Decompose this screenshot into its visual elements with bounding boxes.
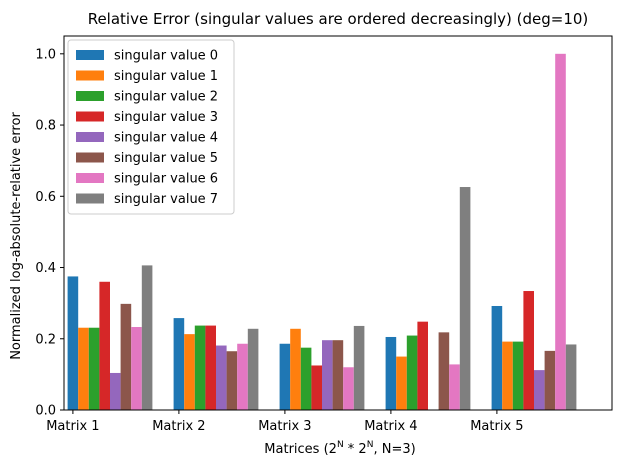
legend-swatch	[76, 91, 104, 101]
bar-1-series-0	[67, 276, 79, 410]
bar-5-series-1	[502, 341, 513, 410]
y-axis-label: Normalized log-absolute-relative error	[9, 112, 24, 360]
legend-label: singular value 3	[114, 110, 218, 125]
bar-5-series-4	[534, 370, 545, 410]
axes-layer: Matrix 1 Matrix 2 Matrix 3 Matrix 4 Matrix 5…	[35, 35, 613, 434]
plot-frame	[63, 35, 613, 411]
bar-3-series-2	[300, 347, 312, 410]
bar-1-series-7	[141, 265, 153, 410]
bar-4-series-7	[459, 187, 471, 410]
legend-label: singular value 2	[114, 90, 218, 105]
legend-label: singular value 6	[114, 172, 218, 187]
bar-1-series-1	[78, 327, 89, 410]
bar-4-series-6	[449, 364, 460, 410]
y-tick-label: 0.6	[35, 190, 56, 205]
legend-label: singular value 7	[114, 192, 218, 207]
bar-3-series-5	[332, 340, 344, 410]
legend-label: singular value 1	[114, 69, 218, 84]
bar-3-series-4	[322, 340, 333, 410]
x-tick-label: Matrix 5	[470, 419, 523, 434]
bar-4-series-5	[438, 332, 450, 410]
bar-1-series-5	[120, 303, 132, 410]
y-tick-label: 0.0	[35, 404, 56, 419]
chart-title: Relative Error (singular values are orde…	[88, 10, 589, 28]
bar-2-series-2	[194, 325, 206, 410]
bar-2-series-4	[216, 345, 227, 410]
bar-1-series-6	[131, 327, 142, 410]
bar-4-series-1	[396, 356, 407, 410]
bars-layer	[67, 53, 577, 411]
bar-3-series-6	[343, 367, 354, 410]
legend: singular value 0 singular value 1 singular…	[67, 39, 235, 215]
legend-swatch	[76, 193, 104, 204]
bar-3-series-3	[311, 365, 322, 410]
legend-swatch	[76, 132, 104, 142]
bar-3-series-0	[279, 343, 291, 410]
legend-swatch	[76, 50, 104, 60]
y-tick-label: 0.8	[35, 119, 56, 134]
x-tick-label: Matrix 3	[258, 419, 311, 434]
bar-2-series-7	[247, 328, 259, 410]
bar-4-series-0	[385, 336, 397, 410]
x-axis-label: Matrices (2N * 2N, N=3)	[264, 440, 415, 457]
x-axis-label-sup1: N	[337, 440, 344, 450]
bar-4-series-2	[406, 335, 418, 410]
bar-1-series-3	[99, 281, 110, 410]
x-axis-label-suffix: , N=3)	[373, 442, 415, 457]
bar-5-series-3	[523, 291, 534, 410]
legend-box	[67, 39, 235, 215]
bar-5-series-2	[512, 341, 524, 410]
y-tick-label: 0.2	[35, 332, 56, 347]
x-axis-label-sup2: N	[367, 440, 374, 450]
legend-label: singular value 4	[114, 131, 218, 146]
bar-5-series-7	[565, 344, 577, 410]
bar-3-series-1	[290, 328, 301, 410]
bar-2-series-5	[226, 351, 238, 410]
legend-label: singular value 0	[114, 49, 218, 64]
y-tick-label: 0.4	[35, 261, 56, 276]
bar-2-series-3	[205, 325, 216, 410]
bar-1-series-2	[88, 327, 100, 410]
bar-5-series-0	[491, 305, 503, 410]
y-tick-label: 1.0	[35, 47, 56, 62]
bar-2-series-6	[237, 343, 248, 410]
bar-3-series-7	[353, 325, 365, 410]
legend-label: singular value 5	[114, 151, 218, 166]
legend-swatch	[76, 70, 104, 81]
x-tick-label: Matrix 2	[152, 419, 205, 434]
x-axis-label-prefix: Matrices (2	[264, 442, 337, 457]
bar-2-series-0	[173, 318, 185, 410]
legend-swatch	[76, 152, 104, 163]
x-axis-label-middle: * 2	[344, 442, 367, 457]
bar-4-series-3	[417, 321, 428, 410]
bar-1-series-4	[110, 372, 121, 410]
legend-swatch	[76, 111, 104, 122]
bar-5-series-5	[544, 350, 556, 410]
bar-2-series-1	[184, 334, 195, 410]
x-tick-label: Matrix 1	[46, 419, 99, 434]
legend-swatch	[76, 173, 104, 183]
x-tick-label: Matrix 4	[364, 419, 417, 434]
bar-5-series-6	[555, 53, 566, 411]
